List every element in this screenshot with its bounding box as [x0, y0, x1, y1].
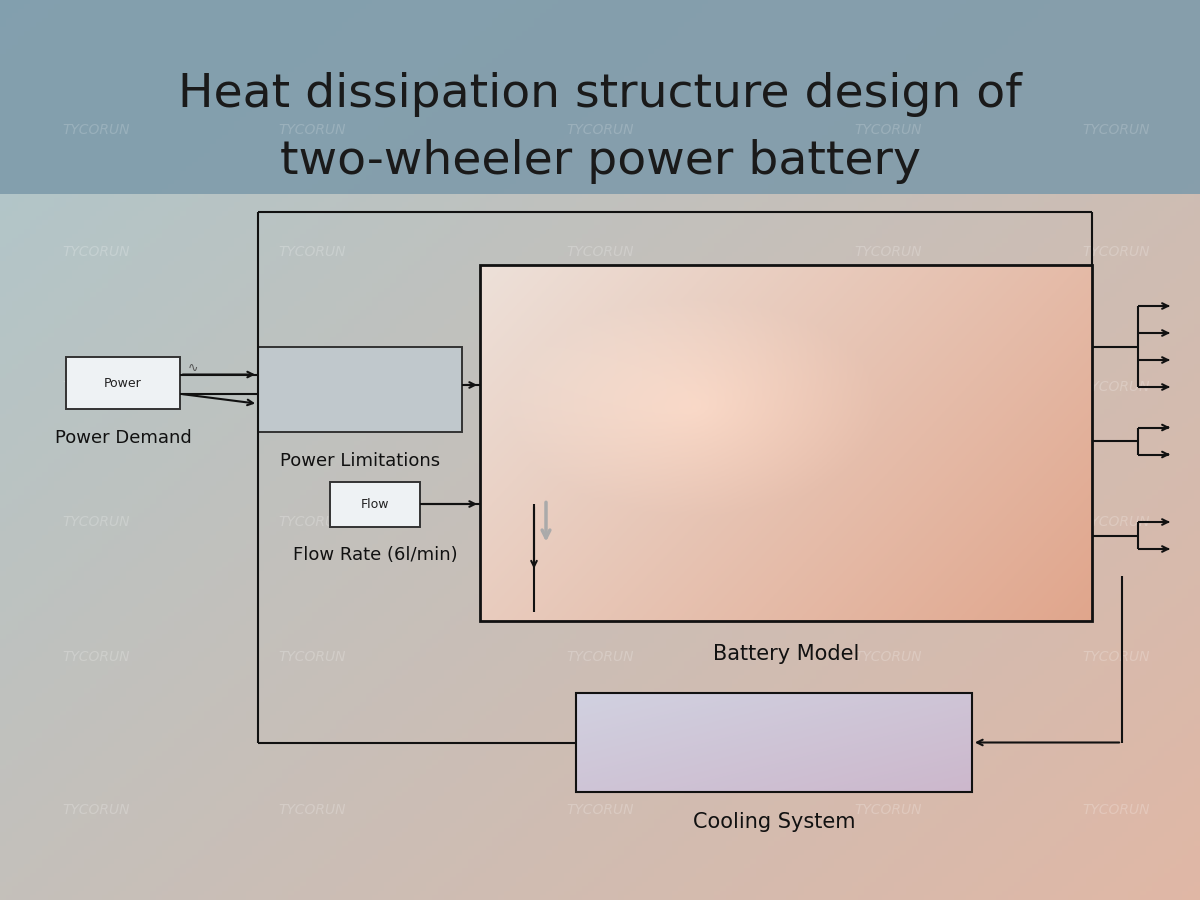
Bar: [258, 346, 462, 432]
Text: TYCORUN: TYCORUN: [854, 650, 922, 664]
Text: Flow Rate (6l/min): Flow Rate (6l/min): [293, 546, 457, 564]
Text: TYCORUN: TYCORUN: [566, 650, 634, 664]
Text: TYCORUN: TYCORUN: [1082, 650, 1150, 664]
Text: TYCORUN: TYCORUN: [62, 515, 130, 529]
Bar: [0, 0, 1200, 194]
Text: TYCORUN: TYCORUN: [278, 245, 346, 259]
Text: TYCORUN: TYCORUN: [1082, 123, 1150, 138]
Text: Power Demand: Power Demand: [55, 429, 191, 447]
Text: TYCORUN: TYCORUN: [1082, 803, 1150, 817]
Text: TYCORUN: TYCORUN: [1082, 380, 1150, 394]
Text: two-wheeler power battery: two-wheeler power battery: [280, 140, 920, 184]
Text: ∿: ∿: [187, 362, 198, 374]
Text: TYCORUN: TYCORUN: [278, 650, 346, 664]
Text: TYCORUN: TYCORUN: [566, 123, 634, 138]
Text: TYCORUN: TYCORUN: [566, 803, 634, 817]
Text: TYCORUN: TYCORUN: [62, 650, 130, 664]
Text: TYCORUN: TYCORUN: [854, 380, 922, 394]
Text: TYCORUN: TYCORUN: [854, 123, 922, 138]
Bar: [480, 266, 1092, 621]
Bar: [576, 693, 972, 792]
Text: TYCORUN: TYCORUN: [566, 515, 634, 529]
Text: TYCORUN: TYCORUN: [278, 803, 346, 817]
Text: TYCORUN: TYCORUN: [566, 245, 634, 259]
Text: Power Limitations: Power Limitations: [280, 452, 440, 470]
Bar: [330, 482, 420, 526]
Text: TYCORUN: TYCORUN: [1082, 245, 1150, 259]
Text: TYCORUN: TYCORUN: [278, 380, 346, 394]
Text: TYCORUN: TYCORUN: [62, 123, 130, 138]
Text: TYCORUN: TYCORUN: [62, 245, 130, 259]
Text: TYCORUN: TYCORUN: [62, 380, 130, 394]
Text: Flow: Flow: [361, 498, 389, 510]
Text: TYCORUN: TYCORUN: [854, 245, 922, 259]
Text: TYCORUN: TYCORUN: [566, 380, 634, 394]
Text: TYCORUN: TYCORUN: [854, 803, 922, 817]
Text: TYCORUN: TYCORUN: [1082, 515, 1150, 529]
Text: Heat dissipation structure design of: Heat dissipation structure design of: [178, 72, 1022, 117]
Text: TYCORUN: TYCORUN: [278, 123, 346, 138]
Text: Cooling System: Cooling System: [692, 812, 856, 832]
Text: TYCORUN: TYCORUN: [62, 803, 130, 817]
Text: Battery Model: Battery Model: [713, 644, 859, 663]
Bar: [66, 357, 180, 410]
Text: TYCORUN: TYCORUN: [278, 515, 346, 529]
Text: TYCORUN: TYCORUN: [854, 515, 922, 529]
Text: Power: Power: [104, 377, 142, 390]
